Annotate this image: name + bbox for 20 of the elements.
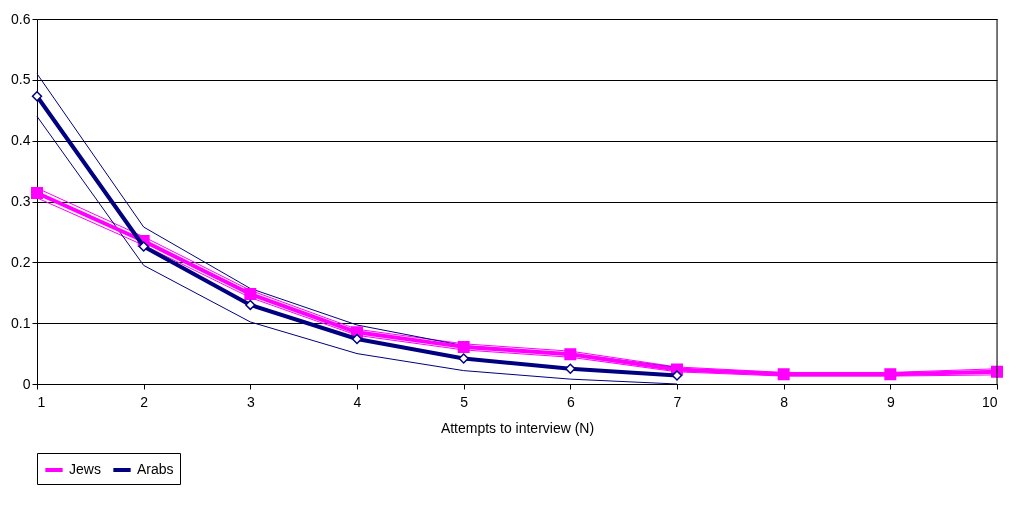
y-tick-label: 0	[22, 375, 31, 392]
y-tick-label: 0.3	[11, 193, 31, 209]
x-tick-label: 4	[353, 393, 362, 410]
y-tick-label: 0.1	[11, 314, 31, 331]
legend-label: Jews	[69, 461, 101, 477]
y-tick-label: 0.6	[11, 10, 31, 27]
x-tick-label: 7	[673, 393, 682, 410]
y-tick-label: 0.2	[11, 253, 31, 270]
y-tick-label: 0.4	[11, 132, 31, 149]
x-axis-title: Attempts to interview (N)	[440, 419, 595, 436]
x-tick-label: 8	[780, 393, 789, 410]
x-tick-label: 9	[886, 393, 895, 410]
x-tick-label: 5	[460, 393, 469, 410]
x-tick-label: 1	[37, 393, 46, 410]
y-tick-label: 0.5	[11, 71, 31, 88]
x-tick-label: 6	[566, 393, 575, 410]
legend-label: Arabs	[137, 461, 174, 477]
x-tick-label: 3	[246, 393, 255, 410]
x-tick-label: 10	[981, 393, 998, 410]
x-tick-label: 2	[140, 393, 149, 410]
